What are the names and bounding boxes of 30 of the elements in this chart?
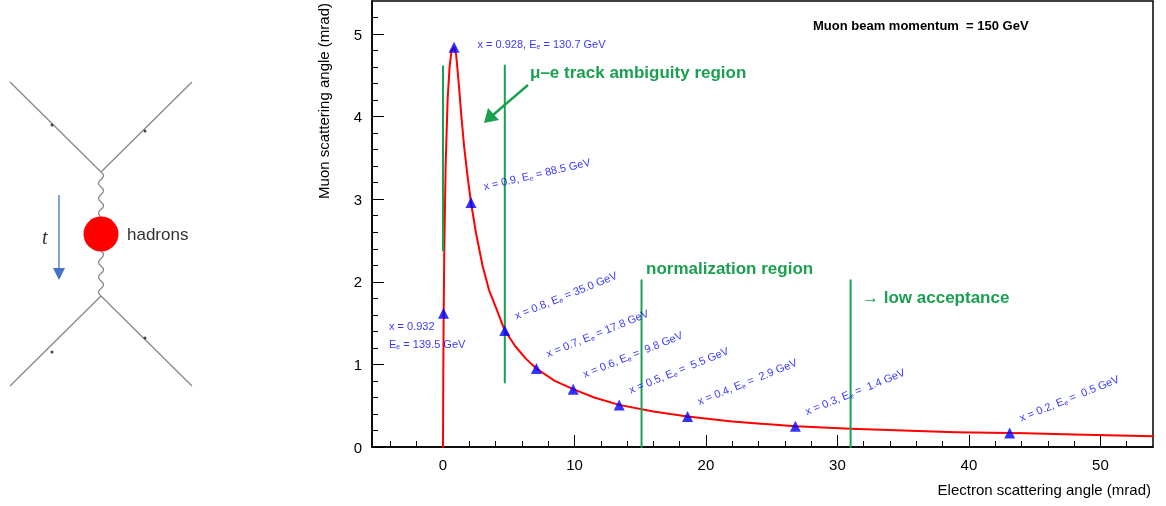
point — [530, 363, 542, 375]
point — [789, 420, 801, 432]
point — [613, 399, 625, 411]
point — [499, 325, 511, 337]
point — [438, 307, 450, 319]
annotation: Muon beam momentum = 150 GeV — [813, 17, 1029, 33]
x-axis-title: Electron scattering angle (mrad) — [937, 481, 1151, 498]
y-tick-label: 0 — [353, 438, 362, 456]
y-tick-label: 1 — [353, 355, 362, 373]
x-tick-label: 10 — [566, 456, 583, 473]
point — [1004, 427, 1016, 439]
point — [567, 383, 579, 395]
y-tick-label: 5 — [353, 25, 362, 43]
text: t — [42, 226, 48, 248]
x-tick-label: 50 — [1092, 456, 1109, 473]
x-tick-label: 0 — [438, 456, 448, 473]
y-tick-label: 3 — [353, 190, 362, 208]
text: hadrons — [127, 225, 189, 244]
y-axis-title: Muon scattering angle (mrad) — [315, 3, 332, 199]
point — [682, 410, 694, 422]
y-tick-label: 2 — [353, 273, 362, 291]
annotation: normalization region — [646, 258, 814, 278]
x-tick-label: 40 — [960, 456, 978, 473]
x-tick-label: 20 — [697, 456, 715, 473]
annotation: μ–e track ambiguity region — [530, 62, 747, 82]
x-tick-label: 30 — [829, 456, 846, 473]
y-tick-label: 4 — [353, 108, 362, 126]
point — [448, 41, 460, 53]
annotation: → low acceptance — [862, 287, 1010, 307]
point — [465, 197, 477, 209]
